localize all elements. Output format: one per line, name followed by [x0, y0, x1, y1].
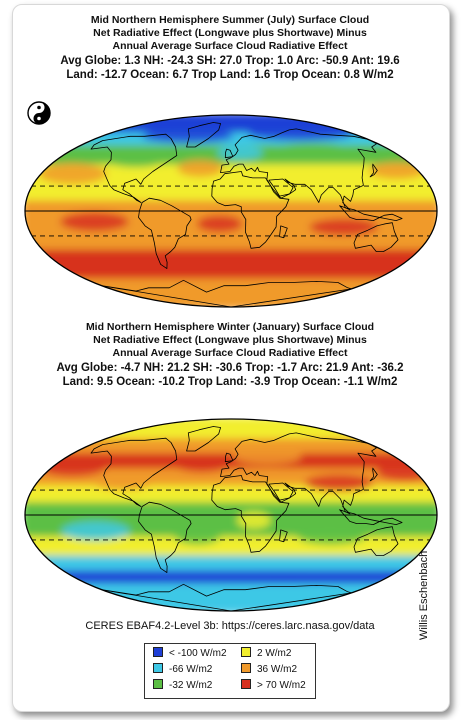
- colour-band: [25, 264, 437, 283]
- legend-swatch: [153, 663, 163, 673]
- coastline: [353, 222, 399, 252]
- colour-band: [25, 583, 437, 611]
- legend-item: < -100 W/m2: [153, 647, 227, 661]
- colour-band: [25, 249, 437, 269]
- coastline: [186, 122, 221, 148]
- summer-title-line-2: Net Radiative Effect (Longwave plus Shor…: [93, 27, 367, 40]
- colour-region: [38, 163, 108, 185]
- coastline: [211, 171, 290, 249]
- colour-region: [224, 181, 282, 199]
- color-legend: < -100 W/m2 2 W/m2 -66 W/m2 36 W/m2 -32 …: [144, 643, 316, 699]
- colour-band: [25, 438, 437, 458]
- map-field: [25, 419, 437, 611]
- yin-yang-logo-icon: [26, 100, 52, 126]
- colour-region: [74, 570, 213, 584]
- coastline: [369, 163, 378, 178]
- colour-band: [25, 278, 437, 307]
- map-outline: [24, 418, 438, 612]
- coastline: [211, 475, 290, 553]
- legend-swatch: [241, 647, 251, 657]
- winter-title-line-3: Annual Average Surface Cloud Radiative E…: [112, 347, 348, 360]
- legend-label: < -100 W/m2: [169, 648, 227, 659]
- coastline: [369, 467, 378, 482]
- legend-item: 36 W/m2: [241, 663, 297, 677]
- legend-swatch: [153, 679, 163, 689]
- coastline: [268, 178, 294, 197]
- legend-label: -66 W/m2: [169, 664, 213, 675]
- colour-band: [25, 502, 437, 523]
- colour-region: [103, 148, 168, 168]
- legend-item: -32 W/m2: [153, 679, 212, 693]
- colour-region: [304, 474, 374, 492]
- winter-title-line-2: Net Radiative Effect (Longwave plus Shor…: [93, 334, 367, 347]
- summer-map: [22, 112, 440, 310]
- map-field: [25, 115, 437, 307]
- legend-swatch: [153, 647, 163, 657]
- colour-region: [173, 455, 231, 473]
- colour-region: [368, 161, 426, 180]
- legend-swatch: [241, 663, 251, 673]
- colour-band: [25, 453, 437, 473]
- legend-label: > 70 W/m2: [257, 680, 306, 691]
- coastline: [224, 452, 234, 463]
- colour-region: [309, 218, 379, 236]
- summer-stats-line-2: Land: -12.7 Ocean: 6.7 Trop Land: 1.6 Tr…: [66, 68, 394, 81]
- colour-region: [174, 527, 221, 545]
- coastline: [186, 426, 221, 452]
- colour-region: [196, 215, 243, 233]
- colour-region: [177, 159, 224, 177]
- coastline: [101, 279, 352, 307]
- summer-title-block: Mid Northern Hemisphere Summer (July) Su…: [12, 14, 448, 82]
- colour-region: [266, 142, 359, 162]
- legend-item: 2 W/m2: [241, 647, 291, 661]
- coastline: [220, 432, 377, 515]
- summer-map-svg: [24, 114, 438, 308]
- colour-region: [232, 447, 302, 465]
- winter-stats-line-2: Land: 9.5 Ocean: -10.2 Trop Land: -3.9 T…: [62, 375, 398, 388]
- legend-item: -66 W/m2: [153, 663, 212, 677]
- summer-stats-line-1: Avg Globe: 1.3 NH: -24.3 SH: 27.0 Trop: …: [60, 54, 400, 67]
- colour-region: [61, 521, 130, 541]
- colour-region: [376, 463, 434, 481]
- colour-band: [25, 200, 437, 219]
- colour-band: [25, 555, 437, 575]
- legend-label: 2 W/m2: [257, 648, 292, 659]
- coastline: [220, 128, 377, 211]
- coastline: [353, 526, 399, 556]
- colour-region: [60, 212, 129, 232]
- author-credit: Willis Eschenbach: [418, 550, 430, 640]
- winter-map-svg: [24, 418, 438, 612]
- coastline: [268, 482, 294, 501]
- colour-region: [38, 457, 107, 477]
- summer-title-line-1: Mid Northern Hemisphere Summer (July) Su…: [90, 14, 370, 26]
- legend-swatch: [241, 679, 251, 689]
- map-outline: [24, 114, 438, 308]
- colour-band: [25, 232, 437, 254]
- winter-stats-line-1: Avg Globe: -4.7 NH: 21.2 SH: -30.6 Trop:…: [56, 361, 404, 374]
- colour-region: [248, 127, 352, 141]
- colour-region: [142, 129, 234, 143]
- winter-map: [22, 416, 440, 614]
- coastline: [279, 529, 288, 543]
- coastline: [279, 225, 288, 239]
- data-source-caption: CERES EBAF4.2-Level 3b: https://ceres.la…: [85, 620, 375, 632]
- colour-region: [297, 527, 366, 545]
- legend-item: > 70 W/m2: [241, 679, 306, 693]
- winter-title-line-1: Mid Northern Hemisphere Winter (January)…: [85, 321, 375, 333]
- coastline: [224, 148, 234, 159]
- colour-region: [94, 475, 152, 491]
- coastline: [101, 583, 352, 611]
- summer-title-line-3: Annual Average Surface Cloud Radiative E…: [112, 40, 348, 53]
- coastline: [90, 133, 178, 203]
- legend-label: -32 W/m2: [169, 680, 213, 691]
- colour-region: [217, 144, 263, 160]
- coastline: [90, 437, 178, 507]
- colour-region: [214, 570, 353, 584]
- colour-band: [25, 164, 437, 186]
- colour-region: [236, 511, 272, 529]
- winter-title-block: Mid Northern Hemisphere Winter (January)…: [12, 321, 448, 389]
- legend-label: 36 W/m2: [257, 664, 298, 675]
